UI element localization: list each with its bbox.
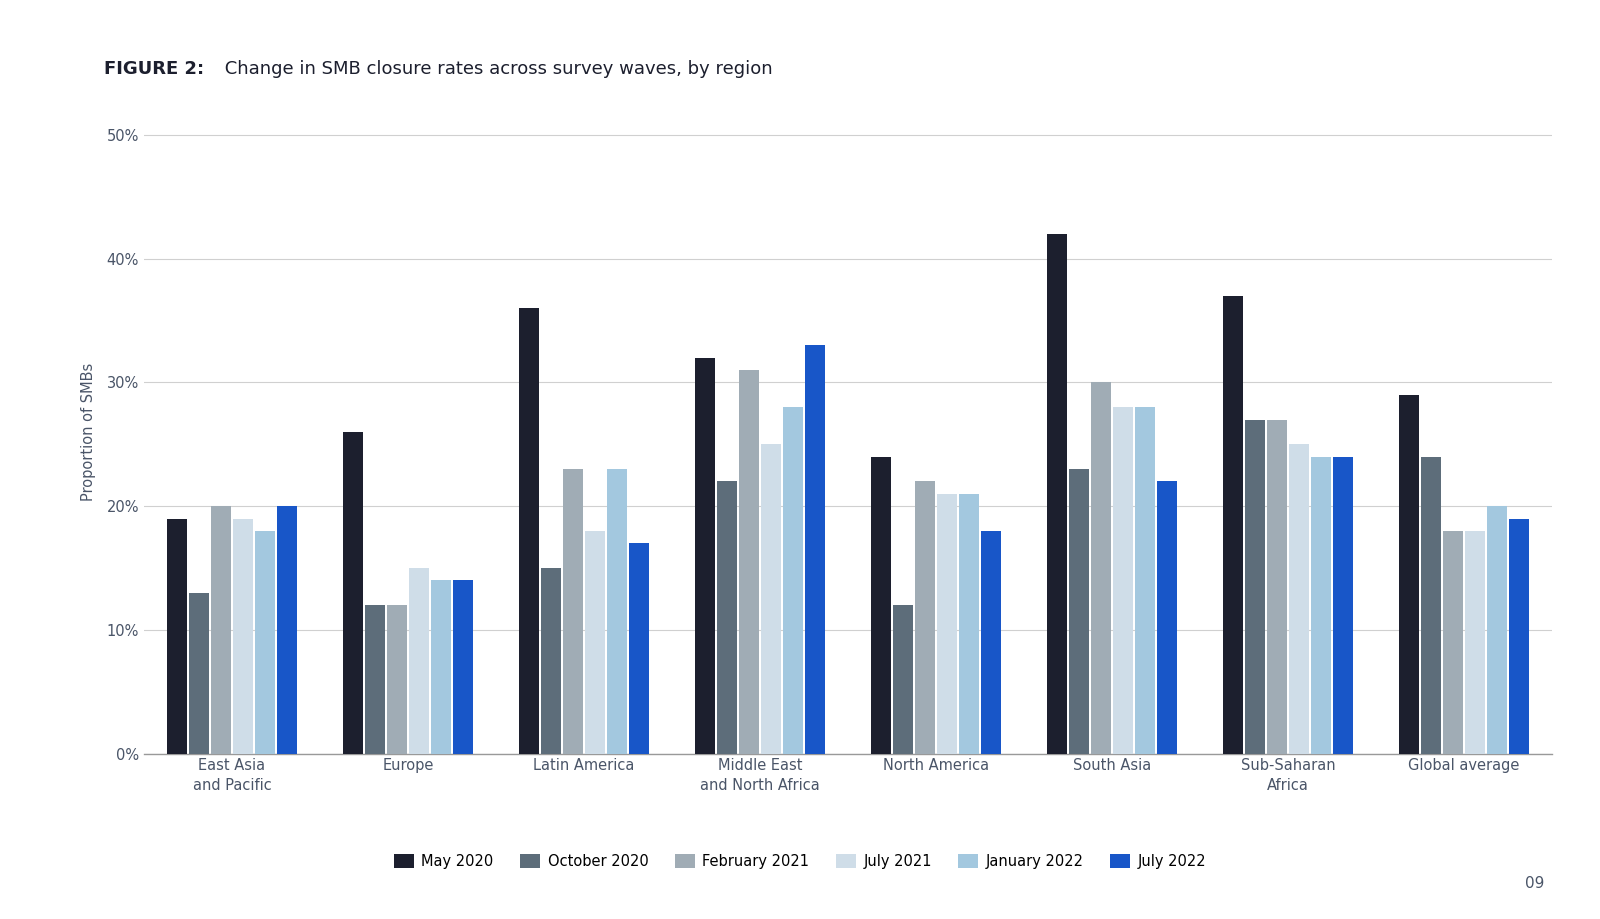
Bar bbox=[1136, 407, 1155, 754]
Bar bbox=[1443, 531, 1462, 754]
Text: FIGURE 2:: FIGURE 2: bbox=[104, 60, 205, 78]
Bar bbox=[1267, 420, 1286, 754]
Bar bbox=[1400, 395, 1419, 754]
Bar bbox=[563, 469, 582, 754]
Bar bbox=[739, 370, 758, 754]
Bar bbox=[1312, 457, 1331, 754]
Bar bbox=[872, 457, 891, 754]
Bar bbox=[629, 543, 648, 754]
Bar bbox=[277, 506, 296, 754]
Bar bbox=[960, 494, 979, 754]
Bar bbox=[938, 494, 957, 754]
Bar bbox=[344, 432, 363, 754]
Bar bbox=[387, 605, 406, 754]
Bar bbox=[981, 531, 1000, 754]
Bar bbox=[1488, 506, 1507, 754]
Bar bbox=[1509, 518, 1528, 754]
Bar bbox=[1333, 457, 1352, 754]
Bar bbox=[365, 605, 384, 754]
Bar bbox=[696, 357, 715, 754]
Bar bbox=[211, 506, 230, 754]
Text: 09: 09 bbox=[1525, 877, 1544, 891]
Bar bbox=[1466, 531, 1485, 754]
Legend: May 2020, October 2020, February 2021, July 2021, January 2022, July 2022: May 2020, October 2020, February 2021, J… bbox=[387, 848, 1213, 875]
Bar bbox=[410, 568, 429, 754]
Bar bbox=[1157, 482, 1176, 754]
Bar bbox=[168, 518, 187, 754]
Bar bbox=[256, 531, 275, 754]
Bar bbox=[608, 469, 627, 754]
Bar bbox=[1245, 420, 1264, 754]
Bar bbox=[453, 581, 472, 754]
Bar bbox=[234, 518, 253, 754]
Y-axis label: Proportion of SMBs: Proportion of SMBs bbox=[80, 363, 96, 501]
Bar bbox=[586, 531, 605, 754]
Bar bbox=[1421, 457, 1440, 754]
Bar bbox=[784, 407, 803, 754]
Bar bbox=[1224, 296, 1243, 754]
Bar bbox=[1069, 469, 1088, 754]
Bar bbox=[1114, 407, 1133, 754]
Bar bbox=[1048, 234, 1067, 754]
Text: Change in SMB closure rates across survey waves, by region: Change in SMB closure rates across surve… bbox=[219, 60, 773, 78]
Bar bbox=[541, 568, 560, 754]
Bar bbox=[520, 308, 539, 754]
Bar bbox=[762, 444, 781, 754]
Bar bbox=[432, 581, 451, 754]
Bar bbox=[189, 593, 208, 754]
Bar bbox=[805, 346, 824, 754]
Bar bbox=[1091, 382, 1110, 754]
Bar bbox=[893, 605, 912, 754]
Bar bbox=[1290, 444, 1309, 754]
Bar bbox=[717, 482, 736, 754]
Bar bbox=[915, 482, 934, 754]
